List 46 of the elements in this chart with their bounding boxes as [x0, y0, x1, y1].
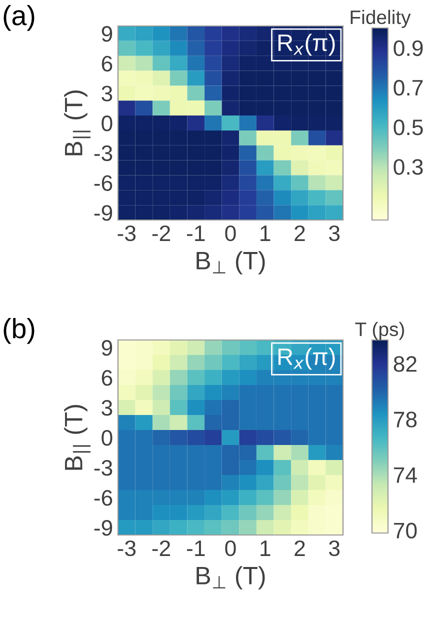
y-axis-title: B$_{||}$ (T): [64, 90, 90, 156]
color-bar-label: 74: [394, 467, 417, 483]
y-axis-title: B$_{||}$ (T): [64, 405, 90, 470]
x-tick-label: -3: [118, 225, 136, 242]
x-tick-label: -1: [186, 226, 205, 241]
x-tick-label: 1: [260, 540, 270, 556]
x-tick-label: 3: [329, 225, 340, 242]
y-tick-label: -6: [94, 490, 112, 506]
y-tick-label: -3: [94, 460, 112, 476]
x-tick-label: -2: [152, 225, 170, 241]
y-tick-label: 6: [102, 370, 112, 386]
x-tick-label: 1: [260, 226, 270, 241]
color-bar-label: 70: [394, 522, 417, 538]
color-bar-title: Fidelity: [350, 10, 411, 28]
x-tick-label: -3: [118, 540, 136, 556]
x-tick-label: -2: [152, 540, 170, 556]
x-tick-label: 2: [294, 540, 305, 556]
color-bar-label: 0.7: [394, 80, 423, 96]
y-tick-label: 0: [102, 430, 112, 446]
color-bar-label: 0.9: [394, 40, 423, 56]
x-tick-label: 0: [225, 225, 236, 242]
color-bar-label: 0.3: [394, 159, 423, 175]
y-tick-label: 0: [102, 116, 112, 132]
color-bar-title: T (ps): [355, 322, 404, 340]
annotation: R$_{x}$(π): [278, 34, 335, 56]
text: (b): [4, 318, 34, 344]
x-tick-label: -1: [186, 540, 205, 556]
y-tick-label: -6: [94, 175, 112, 191]
x-axis-title: B$_{⊥}$ (T): [196, 251, 265, 274]
y-tick-label: 9: [102, 340, 112, 356]
y-tick-label: -3: [94, 145, 112, 162]
color-bar-label: 82: [394, 356, 416, 372]
annotation: R$_{x}$(π): [278, 348, 335, 370]
x-tick-label: 2: [294, 225, 305, 241]
y-tick-label: 9: [102, 26, 112, 42]
y-tick-label: 3: [102, 400, 112, 416]
y-tick-label: 3: [102, 86, 112, 102]
y-tick-label: -9: [94, 205, 112, 221]
y-tick-label: -9: [94, 520, 112, 536]
text: (a): [4, 5, 34, 31]
x-tick-label: 0: [225, 540, 236, 556]
y-tick-label: 6: [102, 56, 112, 72]
color-bar-label: 0.5: [394, 120, 423, 136]
color-bar-label: 78: [394, 412, 417, 428]
x-axis-title: B$_{⊥}$ (T): [196, 566, 265, 590]
x-tick-label: 3: [329, 540, 340, 556]
